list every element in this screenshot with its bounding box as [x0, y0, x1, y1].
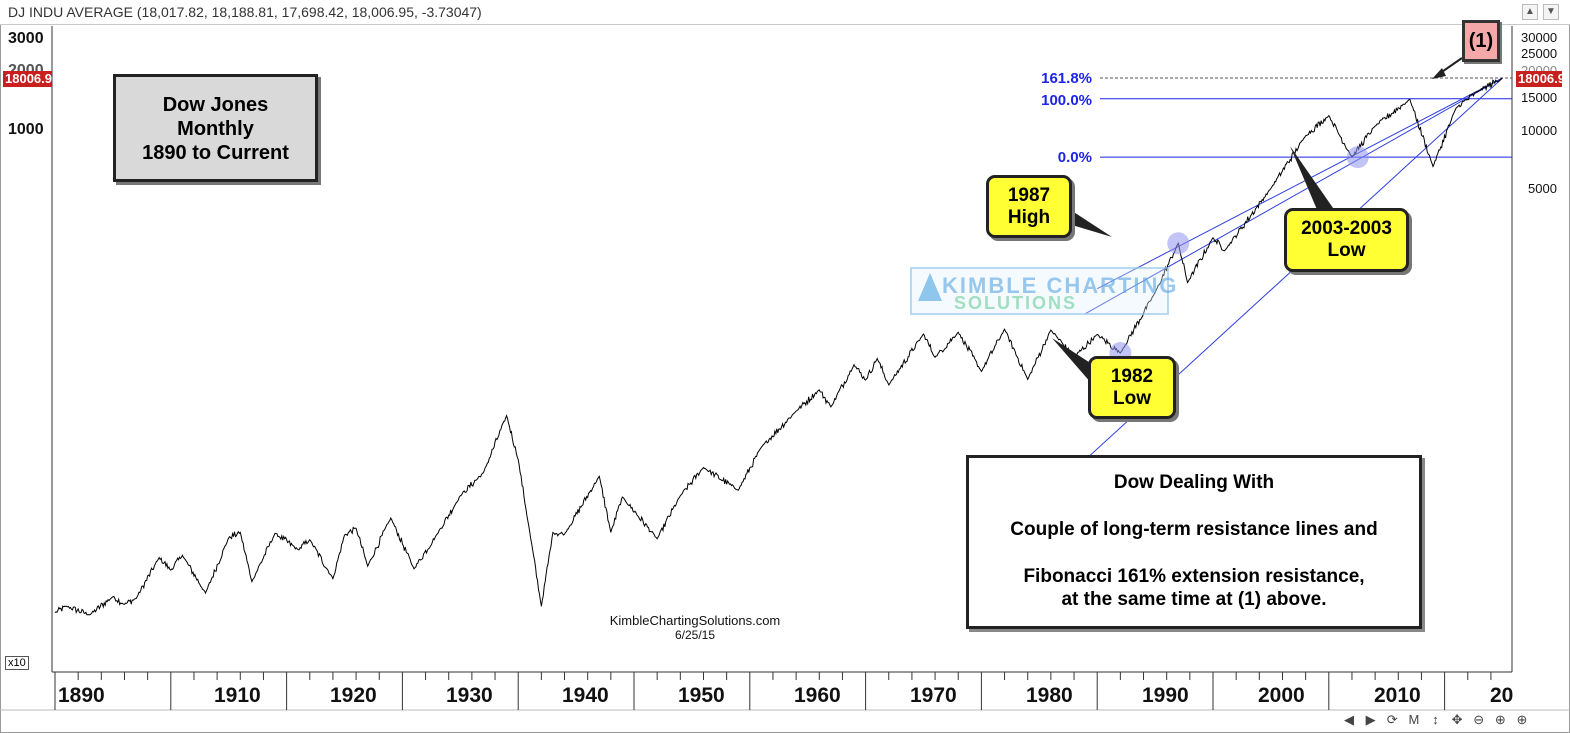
y-tick-left-3000: 3000 [8, 30, 44, 47]
trend-lines [1050, 77, 1503, 492]
trend-line-2 [1085, 77, 1503, 314]
zoom-in-alt-icon[interactable]: ⊕ [1516, 712, 1528, 727]
annotation-note-box: Dow Dealing With Couple of long-term res… [966, 455, 1422, 629]
x-tick-1930: 1930 [446, 684, 493, 707]
scale-multiplier-label: x10 [5, 656, 29, 670]
callout-1987-line-1: 1987 [1007, 185, 1051, 206]
fibonacci-lines [1100, 77, 1512, 158]
axes [0, 26, 1570, 711]
trend-line-0 [1050, 77, 1503, 492]
highlight-circle-0 [1167, 232, 1190, 255]
callout-1982-line-2: Low [1113, 388, 1151, 409]
x-tick-1970: 1970 [910, 684, 957, 707]
callout-2003-line-1: 2003-2003 [1301, 218, 1392, 239]
title-line-1: Dow Jones [162, 94, 269, 116]
price-badge-right: 18006.9 [1516, 71, 1562, 87]
pan-icon[interactable]: ✥ [1451, 712, 1463, 727]
note-line-3: Fibonacci 161% extension resistance, [1023, 566, 1365, 587]
monthly-period-button[interactable]: M [1408, 712, 1420, 727]
x-tick-1920: 1920 [330, 684, 377, 707]
x-tick-2020: 20 [1490, 684, 1514, 707]
watermark-logo: KIMBLE CHARTING SOLUTIONS [910, 267, 1177, 315]
trend-line-1 [1096, 77, 1503, 290]
pointer-one-head [1432, 68, 1446, 79]
y-tick-right-10000: 10000 [1521, 123, 1558, 138]
callout-2003-line-2: Low [1327, 240, 1366, 261]
scroll-left-icon[interactable]: ◀ [1344, 712, 1354, 727]
chart-title-box: Dow Jones Monthly 1890 to Current [113, 74, 318, 182]
x-tick-1960: 1960 [794, 684, 841, 707]
fib-label-161: 161.8% [1041, 70, 1092, 87]
callout-1982-line-1: 1982 [1110, 366, 1154, 387]
watermark-line-1: KIMBLE CHARTING [942, 273, 1179, 298]
credit-site: KimbleChartingSolutions.com [609, 613, 781, 628]
note-line-2: Couple of long-term resistance lines and [1010, 519, 1378, 540]
x-tick-1980: 1980 [1026, 684, 1073, 707]
pointer-2003 [1290, 146, 1340, 218]
scroll-down-button[interactable]: ▼ [1543, 4, 1559, 20]
price-series-line [54, 77, 1503, 616]
x-tick-1890: 1890 [58, 684, 105, 707]
credit-text: KimbleChartingSolutions.com 6/25/15 [560, 613, 830, 643]
highlight-circle-2 [1346, 146, 1369, 169]
pointer-1982 [1052, 338, 1098, 384]
scroll-up-button[interactable]: ▲ [1522, 4, 1538, 20]
credit-date: 6/25/15 [674, 628, 716, 642]
pointer-1987 [1066, 207, 1112, 237]
callout-1987-high: 1987 High [986, 175, 1072, 238]
y-tick-right-15000: 15000 [1521, 90, 1558, 105]
y-tick-right-5000: 5000 [1528, 181, 1557, 196]
zoom-out-icon[interactable]: ⊖ [1473, 712, 1485, 727]
x-tick-1910: 1910 [214, 684, 261, 707]
title-line-3: 1890 to Current [142, 142, 289, 164]
x-axis-ticks [54, 672, 1492, 710]
kimble-logo-icon [918, 273, 942, 301]
x-tick-2000: 2000 [1258, 684, 1305, 707]
symbol-title: DJ INDU AVERAGE (18,017.82, 18,188.81, 1… [8, 4, 482, 20]
callout-point-one: (1) [1462, 20, 1500, 62]
title-line-2: Monthly [177, 118, 254, 140]
title-bar: DJ INDU AVERAGE (18,017.82, 18,188.81, 1… [0, 0, 1570, 25]
y-tick-left-1000: 1000 [8, 121, 44, 138]
y-tick-right-25000: 25000 [1521, 46, 1558, 61]
callout-1982-low: 1982 Low [1088, 356, 1176, 419]
chart-toolbar: ◀ ▶ ⟳ M ↕ ✥ ⊖ ⊕ ⊕ [1340, 712, 1531, 730]
vertical-scale-icon[interactable]: ↕ [1432, 712, 1439, 727]
zoom-in-icon[interactable]: ⊕ [1494, 712, 1506, 727]
note-line-1: Dow Dealing With [1113, 472, 1275, 493]
fib-label-0: 0.0% [1057, 149, 1092, 166]
note-line-4: at the same time at (1) above. [1061, 589, 1327, 610]
x-tick-1950: 1950 [678, 684, 725, 707]
watermark-line-2: SOLUTIONS [954, 293, 1078, 313]
x-tick-1940: 1940 [562, 684, 609, 707]
fib-label-100: 100.0% [1041, 92, 1092, 109]
price-badge-left: 18006.9 [3, 71, 52, 87]
refresh-icon[interactable]: ⟳ [1386, 712, 1398, 727]
x-tick-1990: 1990 [1142, 684, 1189, 707]
x-tick-2010: 2010 [1374, 684, 1421, 707]
callout-2003-low: 2003-2003 Low [1284, 208, 1409, 272]
y-tick-right-30000: 30000 [1521, 30, 1558, 45]
callout-1987-line-2: High [1007, 207, 1051, 228]
scroll-right-icon[interactable]: ▶ [1365, 712, 1376, 727]
callout-pointers [1052, 57, 1463, 384]
